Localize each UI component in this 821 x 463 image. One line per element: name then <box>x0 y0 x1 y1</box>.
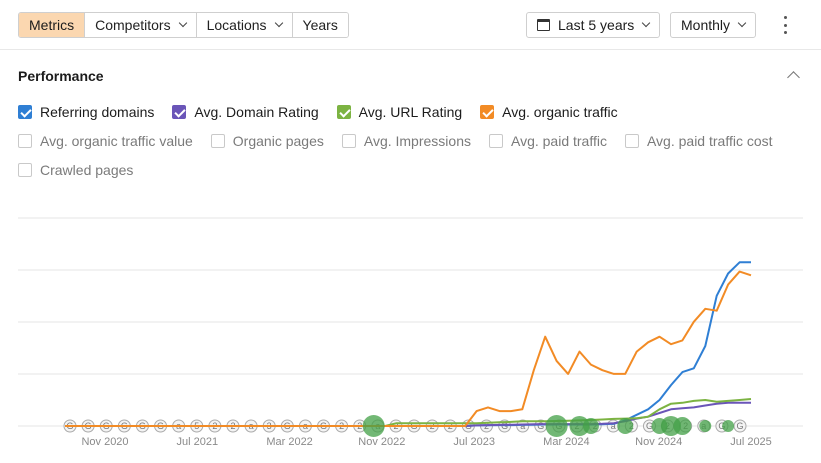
checkbox-checked-icon[interactable] <box>172 105 187 119</box>
update-bubble <box>362 415 385 437</box>
tab-metrics[interactable]: Metrics <box>19 13 86 37</box>
update-bubble <box>673 417 692 435</box>
chevron-down-icon <box>642 18 651 28</box>
update-bubble <box>545 415 568 437</box>
toolbar: Metrics Competitors Locations Years Last… <box>0 0 821 50</box>
legend-label: Avg. Domain Rating <box>194 104 319 120</box>
x-tick-label: Nov 2020 <box>81 436 128 448</box>
legend-avg-paid-traffic-cost[interactable]: Avg. paid traffic cost <box>624 133 773 149</box>
legend-label: Avg. Impressions <box>363 133 471 149</box>
update-bubble <box>617 418 634 434</box>
legend-avg-url-rating[interactable]: Avg. URL Rating <box>336 104 463 120</box>
legend-avg-organic-traffic[interactable]: Avg. organic traffic <box>480 104 618 120</box>
chevron-up-icon[interactable] <box>787 71 800 84</box>
legend-avg-organic-traffic-value[interactable]: Avg. organic traffic value <box>18 133 193 149</box>
x-tick-label: Mar 2024 <box>543 436 589 448</box>
checkbox-checked-icon[interactable] <box>18 105 32 119</box>
event-marker <box>516 419 530 433</box>
legend-avg-paid-traffic[interactable]: Avg. paid traffic <box>488 133 607 149</box>
view-tabs: Metrics Competitors Locations Years <box>18 12 349 38</box>
legend-avg-domain-rating[interactable]: Avg. Domain Rating <box>172 104 319 120</box>
legend-label: Avg. URL Rating <box>358 104 463 120</box>
checkbox-empty-icon[interactable] <box>18 163 32 177</box>
tab-competitors[interactable]: Competitors <box>85 13 197 37</box>
legend-label: Crawled pages <box>40 162 134 178</box>
legend-row-3: Crawled pages <box>18 162 808 178</box>
tab-competitors-label: Competitors <box>95 17 171 33</box>
legend-label: Organic pages <box>232 133 324 149</box>
update-bubble <box>582 418 599 434</box>
series-line <box>65 261 751 427</box>
update-bubble <box>699 420 712 432</box>
legend-organic-pages[interactable]: Organic pages <box>210 133 324 149</box>
x-tick-label: Jul 2023 <box>453 436 495 448</box>
interval-label: Monthly <box>681 17 731 33</box>
date-range-dropdown[interactable]: Last 5 years <box>526 12 661 38</box>
x-tick-label: Nov 2024 <box>635 436 682 448</box>
x-tick-label: Nov 2022 <box>358 436 405 448</box>
tab-metrics-label: Metrics <box>29 17 75 33</box>
checkbox-empty-icon[interactable] <box>18 134 32 148</box>
checkbox-checked-icon[interactable] <box>480 105 495 119</box>
interval-dropdown[interactable]: Monthly <box>670 12 757 38</box>
event-marker-label: G <box>537 421 544 431</box>
more-options-icon[interactable] <box>781 16 789 34</box>
x-tick-label: Jul 2021 <box>176 436 218 448</box>
series-line <box>65 270 752 427</box>
legend-label: Avg. organic traffic <box>502 104 618 120</box>
calendar-icon <box>537 19 550 31</box>
checkbox-empty-icon[interactable] <box>488 134 503 148</box>
event-marker-label: G <box>718 421 725 431</box>
tab-locations[interactable]: Locations <box>196 13 293 37</box>
performance-chart[interactable]: GGGGGGa522a3GaG22a2G22G2GaGG22a2G22aGGNo… <box>0 200 821 463</box>
chart-svg: GGGGGGa522a3GaG22a2G22G2GaGG22a2G22aGGNo… <box>18 217 803 448</box>
checkbox-empty-icon[interactable] <box>624 134 639 148</box>
legend-referring-domains[interactable]: Referring domains <box>18 104 154 120</box>
update-bubble <box>722 420 735 432</box>
legend-row-1: Referring domains Avg. Domain Rating Avg… <box>18 104 808 120</box>
legend-label: Avg. paid traffic cost <box>646 133 773 149</box>
x-tick-label: Jul 2025 <box>730 436 772 448</box>
checkbox-empty-icon[interactable] <box>210 134 225 148</box>
legend-label: Avg. paid traffic <box>510 133 607 149</box>
x-tick-label: Mar 2022 <box>266 436 312 448</box>
checkbox-checked-icon[interactable] <box>336 105 351 119</box>
event-marker-label: G <box>736 421 743 431</box>
event-marker-label: G <box>646 421 653 431</box>
section-title: Performance <box>18 68 104 84</box>
legend-label: Referring domains <box>40 104 155 120</box>
legend-avg-impressions[interactable]: Avg. Impressions <box>341 133 471 149</box>
event-marker-label: a <box>611 421 616 431</box>
update-bubble <box>569 416 590 436</box>
tab-years[interactable]: Years <box>292 13 348 37</box>
event-marker-label: a <box>520 421 525 431</box>
legend-label: Avg. organic traffic value <box>40 133 193 149</box>
checkbox-empty-icon[interactable] <box>341 134 356 148</box>
tab-locations-label: Locations <box>206 17 267 33</box>
legend-row-2: Avg. organic traffic value Organic pages… <box>18 133 808 149</box>
tab-years-label: Years <box>302 17 338 33</box>
chevron-down-icon <box>274 18 283 28</box>
date-range-label: Last 5 years <box>558 17 635 33</box>
chevron-down-icon <box>178 18 187 28</box>
chevron-down-icon <box>737 18 747 28</box>
legend-crawled-pages[interactable]: Crawled pages <box>18 162 133 178</box>
